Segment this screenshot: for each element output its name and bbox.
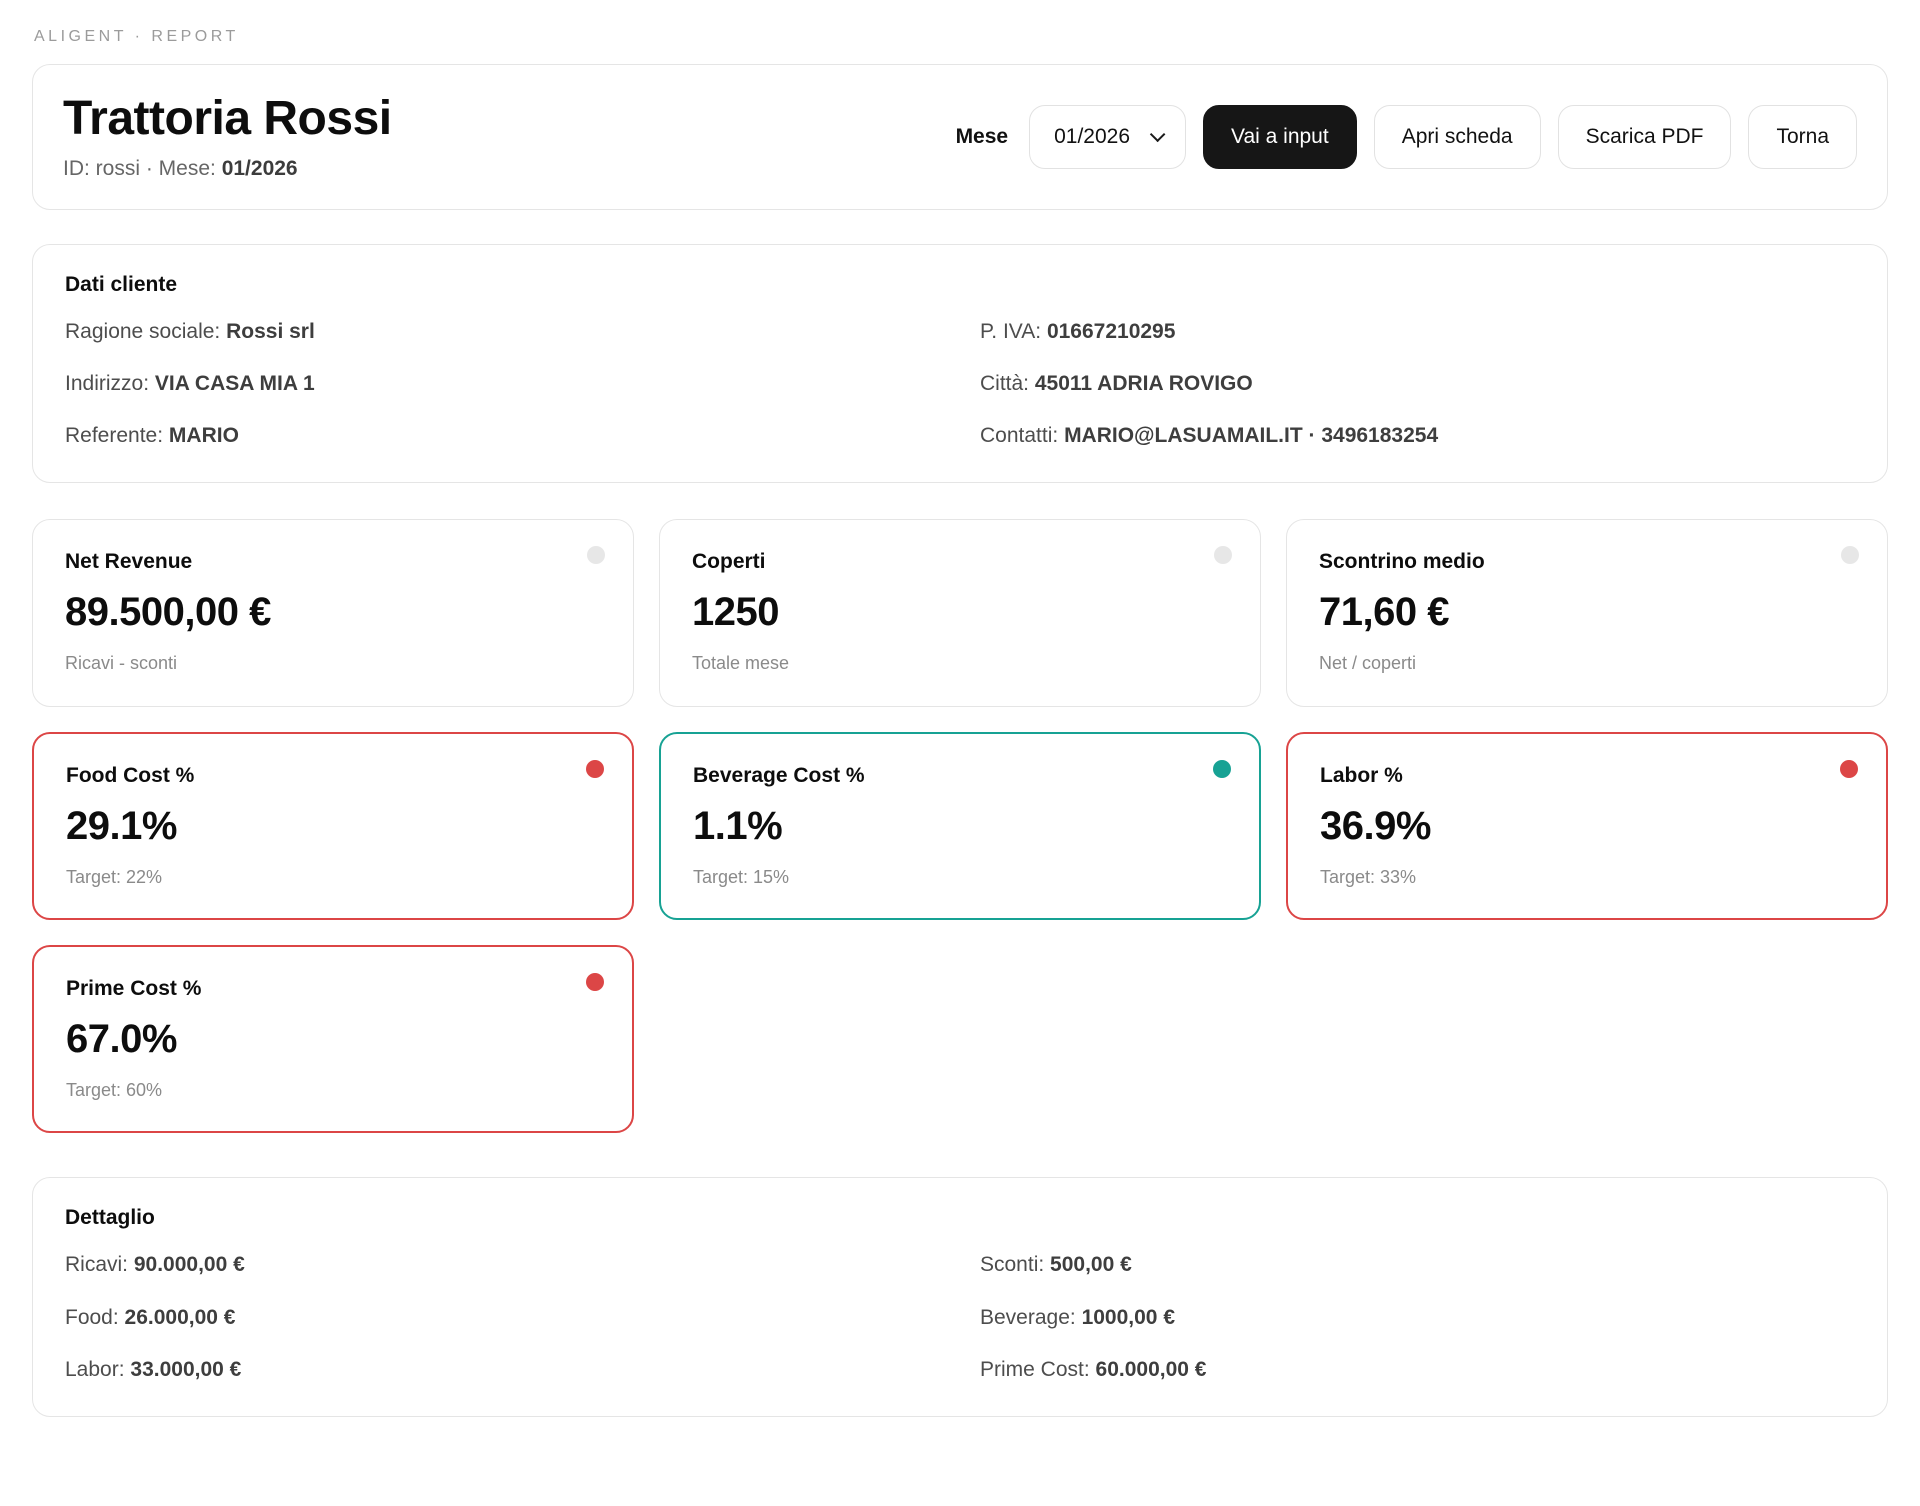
detail-field-food: Food: 26.000,00 € [65, 1305, 940, 1330]
header-meta: ID: rossi · Mese: 01/2026 [63, 157, 392, 181]
kpi-value: 1.1% [693, 804, 783, 849]
kpi-subtitle: Target: 22% [66, 867, 163, 888]
kpi-card-prime-cost: Prime Cost % 67.0% Target: 60% [32, 945, 634, 1134]
kpi-value: 36.9% [1320, 804, 1431, 849]
field-value: Rossi srl [226, 319, 315, 343]
field-value: 45011 ADRIA ROVIGO [1034, 372, 1253, 396]
kpi-title: Net Revenue [65, 550, 193, 574]
status-dot-neutral [587, 546, 605, 565]
go-to-input-button[interactable]: Vai a input [1203, 104, 1357, 169]
header-card: Trattoria Rossi ID: rossi · Mese: 01/202… [32, 64, 1888, 210]
kpi-subtitle: Totale mese [692, 653, 790, 674]
detail-title: Dettaglio [65, 1206, 155, 1230]
client-info-title: Dati cliente [65, 272, 178, 296]
field-value: 26.000,00 € [124, 1305, 236, 1329]
open-sheet-button[interactable]: Apri scheda [1373, 104, 1541, 169]
detail-field-ricavi: Ricavi: 90.000,00 € [65, 1252, 940, 1277]
kpi-value: 29.1% [66, 804, 177, 849]
field-value: 90.000,00 € [133, 1253, 245, 1277]
client-field-citta: Città: 45011 ADRIA ROVIGO [980, 371, 1855, 396]
month-select[interactable]: 01/2026 [1029, 104, 1187, 169]
kpi-title: Food Cost % [66, 764, 195, 788]
client-info-card: Dati cliente Ragione sociale: Rossi srl … [32, 243, 1888, 484]
field-label: Indirizzo: [65, 372, 150, 396]
field-label: Sconti: [980, 1253, 1045, 1277]
status-dot-neutral [1841, 546, 1859, 565]
kpi-card-food-cost: Food Cost % 29.1% Target: 22% [32, 732, 634, 921]
chevron-down-icon [1149, 127, 1166, 143]
detail-field-labor: Labor: 33.000,00 € [65, 1357, 940, 1382]
month-select-value: 01/2026 [1054, 124, 1131, 148]
kpi-card-net-revenue: Net Revenue 89.500,00 € Ricavi - sconti [32, 519, 634, 708]
field-label: Food: [65, 1305, 119, 1329]
detail-field-sconti: Sconti: 500,00 € [980, 1252, 1855, 1277]
field-label: Labor: [65, 1357, 125, 1381]
client-field-contatti: Contatti: MARIO@LASUAMAIL.IT · 349618325… [980, 423, 1855, 448]
kpi-value: 67.0% [66, 1017, 177, 1062]
kpi-title: Prime Cost % [66, 977, 202, 1001]
kpi-value: 89.500,00 € [65, 590, 271, 635]
field-label: Referente: [65, 424, 164, 448]
field-value: 1000,00 € [1081, 1305, 1176, 1329]
field-value: 01667210295 [1046, 319, 1176, 343]
breadcrumb: ALIGENT · REPORT [34, 28, 239, 45]
kpi-card-scontrino-medio: Scontrino medio 71,60 € Net / coperti [1286, 519, 1888, 708]
kpi-value: 71,60 € [1319, 590, 1449, 635]
field-label: Ricavi: [65, 1253, 129, 1277]
field-value: MARIO [168, 424, 239, 448]
status-dot-bad [586, 973, 604, 992]
client-info-grid: Ragione sociale: Rossi srl P. IVA: 01667… [65, 319, 1855, 449]
field-label: Contatti: [980, 424, 1059, 448]
field-label: Beverage: [980, 1305, 1076, 1329]
client-field-piva: P. IVA: 01667210295 [980, 319, 1855, 344]
kpi-title: Beverage Cost % [693, 764, 865, 788]
client-field-referente: Referente: MARIO [65, 423, 940, 448]
kpi-subtitle: Target: 33% [1320, 867, 1417, 888]
kpi-grid: Net Revenue 89.500,00 € Ricavi - sconti … [32, 519, 1888, 1134]
kpi-card-beverage-cost: Beverage Cost % 1.1% Target: 15% [659, 732, 1261, 921]
status-dot-bad [1840, 760, 1858, 779]
kpi-value: 1250 [692, 590, 779, 635]
status-dot-neutral [1214, 546, 1232, 565]
detail-field-beverage: Beverage: 1000,00 € [980, 1305, 1855, 1330]
kpi-subtitle: Ricavi - sconti [65, 653, 178, 674]
header-meta-label: ID: rossi · Mese: [63, 156, 216, 180]
kpi-subtitle: Target: 15% [693, 867, 790, 888]
back-button[interactable]: Torna [1748, 104, 1857, 169]
field-label: P. IVA: [980, 319, 1042, 343]
kpi-title: Labor % [1320, 764, 1403, 788]
kpi-subtitle: Target: 60% [66, 1080, 163, 1101]
field-value: 500,00 € [1050, 1253, 1132, 1277]
field-value: 60.000,00 € [1095, 1357, 1207, 1381]
kpi-card-coperti: Coperti 1250 Totale mese [659, 519, 1261, 708]
page-title: Trattoria Rossi [63, 92, 392, 145]
field-label: Città: [980, 372, 1030, 396]
kpi-subtitle: Net / coperti [1319, 653, 1417, 674]
client-field-indirizzo: Indirizzo: VIA CASA MIA 1 [65, 371, 940, 396]
detail-card: Dettaglio Ricavi: 90.000,00 € Sconti: 50… [32, 1177, 1888, 1417]
header-meta-month: 01/2026 [221, 156, 298, 180]
detail-field-prime-cost: Prime Cost: 60.000,00 € [980, 1357, 1855, 1382]
field-value: MARIO@LASUAMAIL.IT · 3496183254 [1064, 424, 1439, 448]
field-value: VIA CASA MIA 1 [154, 372, 315, 396]
detail-grid: Ricavi: 90.000,00 € Sconti: 500,00 € Foo… [65, 1252, 1855, 1382]
field-label: Prime Cost: [980, 1357, 1090, 1381]
status-dot-good [1213, 760, 1231, 779]
kpi-title: Scontrino medio [1319, 550, 1485, 574]
download-pdf-button[interactable]: Scarica PDF [1557, 104, 1732, 169]
header-controls: Mese 01/2026 Vai a input Apri scheda Sca… [955, 104, 1857, 169]
kpi-title: Coperti [692, 550, 766, 574]
header-title-block: Trattoria Rossi ID: rossi · Mese: 01/202… [63, 93, 392, 181]
field-value: 33.000,00 € [130, 1357, 242, 1381]
status-dot-bad [586, 760, 604, 779]
client-field-ragione-sociale: Ragione sociale: Rossi srl [65, 319, 940, 344]
field-label: Ragione sociale: [65, 319, 221, 343]
month-label: Mese [955, 124, 1009, 148]
kpi-card-labor: Labor % 36.9% Target: 33% [1286, 732, 1888, 921]
